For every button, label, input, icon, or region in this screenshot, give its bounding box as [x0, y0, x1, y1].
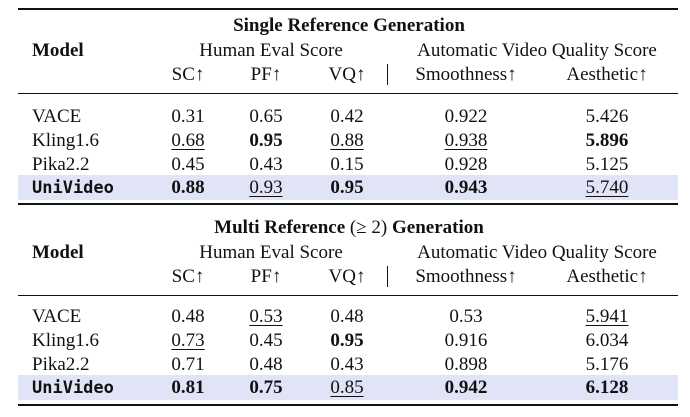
row-model: VACE — [32, 106, 82, 127]
top-rule — [18, 8, 678, 10]
cell-pf: 0.48 — [249, 354, 283, 375]
cell-smoothness: 0.53 — [449, 306, 483, 327]
col-aesthetic: Aesthetic↑ — [566, 64, 648, 85]
cell-pf: 0.93 — [249, 177, 283, 198]
cell-aesthetic: 6.128 — [585, 377, 629, 398]
cell-pf: 0.53 — [249, 306, 283, 327]
cell-sc: 0.73 — [171, 330, 205, 351]
model-header: Model — [32, 40, 84, 61]
cell-aesthetic: 5.125 — [585, 154, 629, 175]
highlight-row — [18, 175, 678, 200]
cell-pf: 0.75 — [249, 377, 283, 398]
cell-smoothness: 0.922 — [444, 106, 488, 127]
col-smoothness: Smoothness↑ — [415, 64, 517, 85]
cell-vq: 0.42 — [330, 106, 364, 127]
cell-sc: 0.68 — [171, 130, 205, 151]
cell-smoothness: 0.938 — [444, 130, 488, 151]
cell-vq: 0.95 — [330, 177, 364, 198]
header-separator — [387, 266, 388, 287]
cell-smoothness: 0.942 — [444, 377, 488, 398]
cell-aesthetic: 5.740 — [585, 177, 629, 198]
human-eval-header: Human Eval Score — [199, 40, 343, 61]
cell-smoothness: 0.898 — [444, 354, 488, 375]
section-title-multi: Multi Reference (≥ 2) Generation — [214, 217, 484, 239]
row-model: Kling1.6 — [32, 130, 100, 151]
col-aesthetic: Aesthetic↑ — [566, 266, 648, 287]
header-separator — [387, 64, 388, 85]
col-vq: VQ↑ — [328, 64, 366, 85]
mid-rule — [18, 93, 678, 94]
cell-sc: 0.48 — [171, 306, 205, 327]
cell-sc: 0.45 — [171, 154, 205, 175]
cell-smoothness: 0.916 — [444, 330, 488, 351]
auto-quality-header: Automatic Video Quality Score — [417, 242, 657, 263]
row-model: Kling1.6 — [32, 330, 100, 351]
col-sc: SC↑ — [171, 64, 205, 85]
title-operator: (≥ 2) — [349, 217, 388, 238]
cell-aesthetic: 5.176 — [585, 354, 629, 375]
cell-sc: 0.81 — [171, 377, 205, 398]
mid-rule — [18, 295, 678, 296]
section-title-single: Single Reference Generation — [233, 15, 465, 36]
cell-vq: 0.88 — [330, 130, 364, 151]
cell-sc: 0.88 — [171, 177, 205, 198]
col-vq: VQ↑ — [328, 266, 366, 287]
col-pf: PF↑ — [250, 266, 282, 287]
bottom-rule — [18, 404, 678, 406]
auto-quality-header: Automatic Video Quality Score — [417, 40, 657, 61]
row-model: VACE — [32, 306, 82, 327]
section-rule — [18, 203, 678, 205]
row-model: Pika2.2 — [32, 354, 90, 375]
cell-aesthetic: 5.426 — [585, 106, 629, 127]
cell-aesthetic: 5.896 — [585, 130, 629, 151]
cell-sc: 0.31 — [171, 106, 205, 127]
title-suffix: Generation — [392, 217, 484, 238]
cell-smoothness: 0.928 — [444, 154, 488, 175]
title-prefix: Multi Reference — [214, 217, 346, 238]
highlight-row — [18, 375, 678, 400]
row-model: Pika2.2 — [32, 154, 90, 175]
cell-sc: 0.71 — [171, 354, 205, 375]
row-model-univideo: UniVideo — [32, 178, 114, 198]
cell-pf: 0.43 — [249, 154, 283, 175]
cell-pf: 0.95 — [249, 130, 283, 151]
col-pf: PF↑ — [250, 64, 282, 85]
cell-pf: 0.45 — [249, 330, 283, 351]
cell-vq: 0.95 — [330, 330, 364, 351]
cell-pf: 0.65 — [249, 106, 283, 127]
cell-aesthetic: 6.034 — [585, 330, 629, 351]
cell-vq: 0.85 — [330, 377, 364, 398]
cell-vq: 0.15 — [330, 154, 364, 175]
human-eval-header: Human Eval Score — [199, 242, 343, 263]
cell-vq: 0.48 — [330, 306, 364, 327]
col-sc: SC↑ — [171, 266, 205, 287]
cell-aesthetic: 5.941 — [585, 306, 629, 327]
row-model-univideo: UniVideo — [32, 378, 114, 398]
col-smoothness: Smoothness↑ — [415, 266, 517, 287]
model-header: Model — [32, 242, 84, 263]
cell-vq: 0.43 — [330, 354, 364, 375]
cell-smoothness: 0.943 — [444, 177, 488, 198]
